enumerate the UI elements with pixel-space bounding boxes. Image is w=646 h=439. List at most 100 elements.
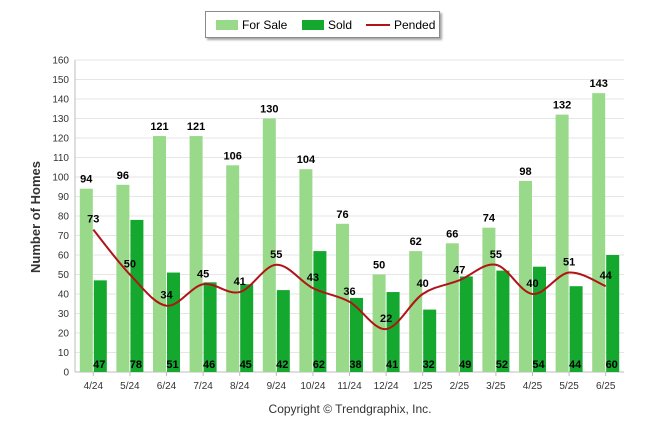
y-tick-label: 100 <box>52 173 69 184</box>
y-tick-label: 60 <box>58 251 70 262</box>
y-tick-label: 120 <box>52 134 69 145</box>
data-label-for-sale: 74 <box>483 213 496 225</box>
copyright-text: Copyright © Trendgraphix, Inc. <box>268 402 432 416</box>
bar-sold <box>203 282 217 372</box>
y-tick-label: 20 <box>58 329 70 340</box>
bar-for-sale <box>79 188 93 372</box>
data-label-sold: 54 <box>532 359 545 371</box>
legend-swatch-pended <box>366 24 390 26</box>
y-tick-label: 50 <box>58 270 70 281</box>
data-label-sold: 49 <box>459 359 471 371</box>
legend: For Sale Sold Pended <box>205 11 440 38</box>
y-tick-label: 40 <box>58 290 70 301</box>
data-label-sold: 51 <box>166 359 178 371</box>
bar-for-sale <box>519 180 532 372</box>
data-label-for-sale: 98 <box>519 166 531 178</box>
bar-for-sale <box>592 93 606 373</box>
data-label-for-sale: 130 <box>260 104 278 116</box>
x-tick-label: 6/25 <box>596 381 616 392</box>
x-tick-label: 7/24 <box>193 381 213 392</box>
data-label-pended: 45 <box>197 268 209 280</box>
data-label-pended: 55 <box>270 249 282 261</box>
data-label-for-sale: 66 <box>446 228 458 240</box>
y-tick-label: 30 <box>58 309 70 320</box>
line-layer <box>92 229 607 331</box>
data-label-sold: 44 <box>569 359 582 371</box>
bar-sold <box>276 290 290 372</box>
bar-sold <box>313 251 327 372</box>
data-label-pended: 40 <box>526 278 538 290</box>
bar-for-sale <box>555 114 569 372</box>
data-label-for-sale: 62 <box>410 236 422 248</box>
data-label-pended: 50 <box>124 259 136 271</box>
x-tick-label: 4/24 <box>84 381 104 392</box>
data-label-sold: 42 <box>276 359 288 371</box>
bar-sold <box>167 272 180 372</box>
line-pended <box>92 229 607 331</box>
label-layer: 94 47 96 78 121 51 121 46 106 45 130 42 104 62 76 38 50 4… <box>80 78 618 371</box>
data-label-sold: 45 <box>240 359 252 371</box>
x-tick-label: 3/25 <box>486 381 506 392</box>
bar-for-sale <box>372 274 386 372</box>
legend-swatch-for-sale <box>216 20 238 30</box>
data-label-sold: 41 <box>386 359 398 371</box>
bar-for-sale <box>153 136 166 372</box>
x-tick-label: 5/24 <box>120 381 140 392</box>
x-tick-label: 4/25 <box>523 381 543 392</box>
axis-layer: 0 10 20 30 40 50 60 70 80 90 100 110 120 130 140 150 160… <box>52 56 624 392</box>
x-tick-label: 8/24 <box>230 381 250 392</box>
y-tick-label: 0 <box>63 368 69 379</box>
data-label-pended: 36 <box>343 286 355 298</box>
bar-for-sale <box>226 165 240 372</box>
legend-label-sold: Sold <box>328 18 353 32</box>
x-tick-label: 5/25 <box>559 381 579 392</box>
data-label-sold: 52 <box>496 359 508 371</box>
data-label-for-sale: 143 <box>590 78 608 90</box>
data-label-pended: 22 <box>380 313 392 325</box>
bar-sold <box>496 270 510 372</box>
bar-sold <box>350 297 363 372</box>
data-label-for-sale: 94 <box>80 174 93 186</box>
data-label-for-sale: 104 <box>297 154 316 166</box>
y-tick-label: 160 <box>52 56 69 67</box>
data-label-sold: 47 <box>93 359 105 371</box>
y-tick-label: 10 <box>58 348 70 359</box>
data-label-pended: 73 <box>87 214 99 226</box>
data-label-sold: 38 <box>349 359 361 371</box>
legend-label-pended: Pended <box>394 18 436 32</box>
data-label-for-sale: 76 <box>336 209 348 221</box>
data-label-for-sale: 106 <box>224 150 242 162</box>
bar-for-sale <box>299 169 313 372</box>
data-label-pended: 41 <box>234 276 246 288</box>
data-label-pended: 43 <box>307 272 319 284</box>
x-tick-label: 12/24 <box>374 381 399 392</box>
bar-for-sale <box>445 243 459 372</box>
bar-sold <box>93 280 107 372</box>
data-label-sold: 32 <box>423 359 435 371</box>
bar-sold <box>459 276 473 372</box>
bar-sold <box>569 286 583 372</box>
bar-sold <box>386 292 400 372</box>
data-label-for-sale: 132 <box>553 100 571 112</box>
x-tick-label: 11/24 <box>337 381 362 392</box>
y-tick-label: 70 <box>58 231 70 242</box>
data-label-sold: 60 <box>606 359 618 371</box>
data-label-sold: 62 <box>313 359 325 371</box>
bar-for-sale <box>116 184 130 372</box>
bar-for-sale <box>262 118 276 372</box>
data-label-pended: 47 <box>453 264 465 276</box>
data-label-pended: 51 <box>563 257 575 269</box>
bar-sold <box>423 309 437 372</box>
x-tick-label: 10/24 <box>300 381 325 392</box>
y-tick-label: 110 <box>53 153 69 164</box>
data-label-pended: 44 <box>600 270 613 282</box>
data-label-for-sale: 96 <box>117 170 129 182</box>
data-label-pended: 40 <box>417 278 429 290</box>
data-label-pended: 34 <box>160 290 173 302</box>
x-tick-label: 6/24 <box>157 381 177 392</box>
bar-layer <box>79 93 620 373</box>
data-label-for-sale: 121 <box>150 121 168 133</box>
y-tick-label: 90 <box>58 192 70 203</box>
legend-swatch-sold <box>302 20 324 30</box>
